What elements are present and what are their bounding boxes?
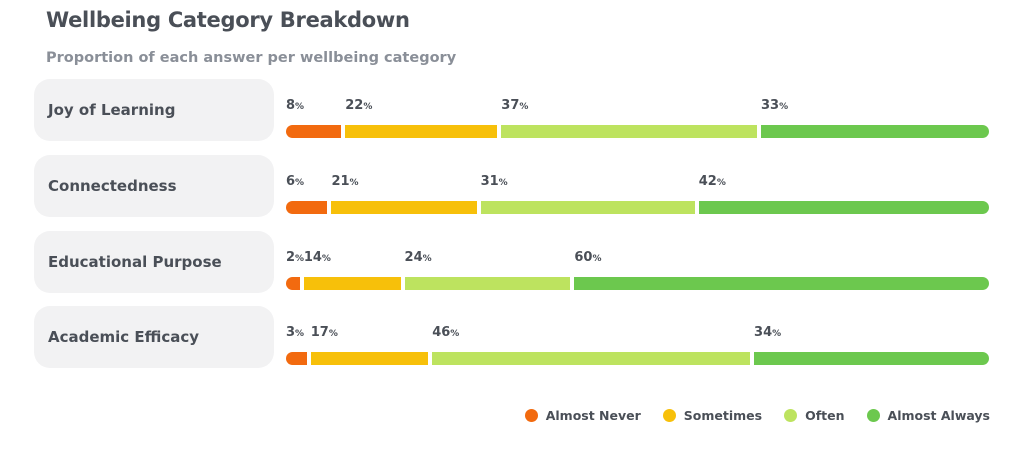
legend-item-almost-never: Almost Never [524, 408, 641, 423]
bar-segment-sometimes [345, 125, 498, 138]
data-label-value: 2 [286, 250, 296, 265]
data-label-value: 14 [303, 250, 322, 265]
chart-subtitle: Proportion of each answer per wellbeing … [46, 50, 457, 66]
bar-segment-almost-never [286, 125, 342, 138]
bar-segment-almost-always [760, 125, 989, 138]
legend-label: Almost Always [887, 408, 990, 423]
data-label-value: 33 [760, 98, 780, 113]
stacked-bar-educational-purpose: 2% 14% 24% 60% [286, 250, 989, 290]
data-label-value: 17 [310, 325, 329, 340]
data-label-unit: % [295, 102, 305, 112]
bar-segment-often [480, 201, 695, 214]
data-label-unit: % [779, 102, 789, 112]
legend-label: Sometimes [683, 408, 763, 423]
legend-item-almost-always: Almost Always [866, 408, 990, 423]
data-label-value: 8 [286, 98, 296, 113]
data-label-unit: % [450, 329, 460, 339]
data-label-unit: % [328, 329, 338, 339]
data-label-unit: % [295, 329, 305, 339]
chart-title: Wellbeing Category Breakdown [46, 8, 410, 32]
bar-segment-sometimes [303, 277, 401, 290]
data-label-almost-always: 33% [761, 98, 788, 113]
data-label-unit: % [295, 254, 305, 264]
legend-swatch-icon [866, 409, 880, 422]
data-label-unit: % [363, 102, 373, 112]
stacked-bar-joy-of-learning: 8% 22% 37% 33% [286, 98, 989, 138]
data-label-unit: % [349, 178, 359, 188]
legend-label: Almost Never [545, 408, 641, 423]
data-label-unit: % [716, 178, 726, 188]
bar-segment-almost-never [286, 201, 328, 214]
legend-item-often: Often [784, 408, 845, 423]
legend-item-sometimes: Sometimes [662, 408, 763, 423]
bar-segment-often [404, 277, 571, 290]
bar-segment-almost-never [286, 352, 307, 365]
data-label-value: 37 [501, 98, 520, 113]
data-label-value: 3 [286, 325, 296, 340]
data-label-value: 60 [574, 250, 593, 265]
stacked-bar-academic-efficacy: 3% 17% 46% 34% [286, 325, 989, 365]
bar-segment-almost-always [574, 277, 989, 290]
bar-segment-almost-always [754, 352, 989, 365]
data-label-often: 46% [432, 325, 459, 340]
data-label-almost-never: 2% [286, 250, 304, 265]
bar-segment-sometimes [310, 352, 429, 365]
bar-segment-almost-always [698, 201, 989, 214]
data-label-value: 42 [698, 174, 717, 189]
data-label-unit: % [592, 254, 602, 264]
data-label-almost-always: 42% [699, 174, 726, 189]
data-label-value: 21 [331, 174, 350, 189]
data-label-often: 37% [501, 98, 528, 113]
category-label-connectedness: Connectedness [34, 155, 274, 217]
data-label-value: 46 [432, 325, 451, 340]
bar-segment-often [432, 352, 751, 365]
legend-label: Often [805, 408, 845, 423]
data-label-unit: % [772, 329, 782, 339]
data-label-value: 6 [286, 174, 296, 189]
data-label-value: 24 [404, 250, 423, 265]
data-label-sometimes: 22% [345, 98, 372, 113]
data-label-unit: % [295, 178, 305, 188]
data-label-sometimes: 14% [304, 250, 331, 265]
data-label-almost-never: 8% [286, 98, 304, 113]
chart-legend: Almost Never Sometimes Often Almost Always [524, 408, 990, 423]
category-label-academic-efficacy: Academic Efficacy [34, 306, 274, 368]
data-label-unit: % [321, 254, 331, 264]
stacked-bar-connectedness: 6% 21% 31% 42% [286, 174, 989, 214]
data-label-unit: % [498, 178, 508, 188]
data-label-value: 34 [754, 325, 773, 340]
bar-segment-often [501, 125, 757, 138]
data-label-almost-never: 6% [286, 174, 304, 189]
data-label-often: 31% [481, 174, 508, 189]
data-label-unit: % [519, 102, 529, 112]
data-label-almost-never: 3% [286, 325, 304, 340]
data-label-sometimes: 21% [331, 174, 358, 189]
data-label-value: 31 [480, 174, 499, 189]
legend-swatch-icon [662, 409, 676, 422]
data-label-often: 24% [405, 250, 432, 265]
data-label-value: 22 [345, 98, 364, 113]
data-label-unit: % [422, 254, 432, 264]
data-label-almost-always: 34% [754, 325, 781, 340]
bar-segment-sometimes [331, 201, 477, 214]
category-label-educational-purpose: Educational Purpose [34, 231, 274, 293]
data-label-almost-always: 60% [574, 250, 601, 265]
data-label-sometimes: 17% [311, 325, 338, 340]
category-label-joy-of-learning: Joy of Learning [34, 79, 274, 141]
legend-swatch-icon [784, 409, 798, 422]
legend-swatch-icon [524, 409, 538, 422]
bar-segment-almost-never [286, 277, 300, 290]
